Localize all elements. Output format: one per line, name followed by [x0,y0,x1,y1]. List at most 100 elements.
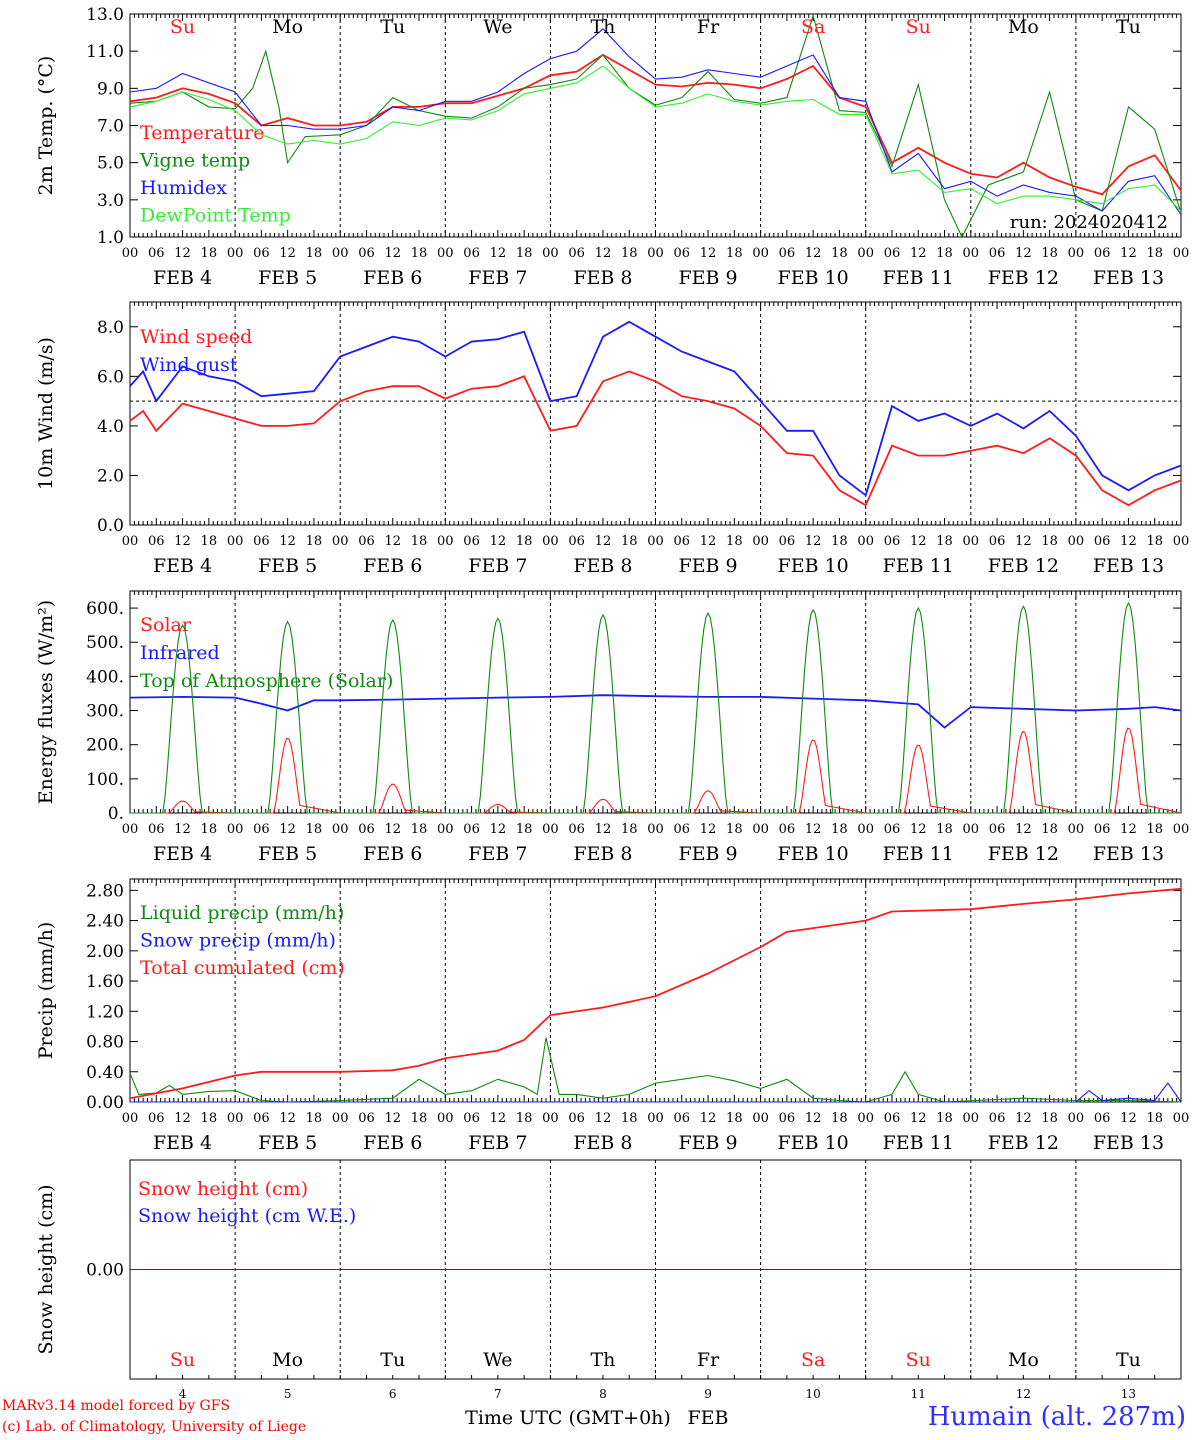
day-number: 5 [284,1387,292,1401]
day-name: We [483,1349,512,1371]
hour-tick-label: 00 [227,534,244,549]
y-tick-label: 0.80 [86,1033,124,1053]
legend-entry: Snow precip (mm/h) [140,930,336,952]
panel-frame [129,301,1182,526]
hour-tick-label: 18 [726,822,743,837]
y-axis-label: 10m Wind (m/s) [35,337,57,490]
hour-tick-label: 18 [621,246,638,261]
day-name: Tu [1116,1349,1141,1371]
legend-entry: Vigne temp [139,150,250,172]
hour-tick-label: 06 [568,246,585,261]
chart-panel-2: 0.0 2.0 4.0 6.0 8.0 10m Wind (m/s) Wind speed W… [35,301,1190,577]
hour-tick-label: 06 [253,1111,270,1126]
date-label: FEB 12 [988,1132,1059,1154]
hour-tick-label: 06 [674,246,691,261]
hour-tick-label: 18 [411,822,428,837]
date-label: FEB 11 [883,555,954,577]
day-name: Sa [801,16,825,38]
hour-tick-label: 12 [700,246,717,261]
hour-tick-label: 00 [1173,534,1190,549]
hour-tick-label: 12 [910,246,927,261]
hour-tick-label: 18 [831,534,848,549]
hour-tick-label: 12 [805,246,822,261]
day-number: 4 [179,1387,187,1401]
series-line [129,53,1182,196]
y-tick-label: 13.0 [86,5,124,25]
hour-tick-label: 18 [516,534,533,549]
y-tick-label: 500. [86,633,124,653]
station-title: Humain (alt. 287m) [927,1402,1186,1432]
date-label: FEB 6 [363,555,422,577]
hour-tick-label: 06 [148,246,165,261]
series-line [130,727,1182,814]
hour-tick-label: 18 [1146,534,1163,549]
day-name: Mo [272,1349,303,1371]
y-tick-label: 600. [86,599,124,619]
day-name: Tu [1116,16,1141,38]
hour-tick-label: 12 [805,1111,822,1126]
hour-tick-label: 00 [752,534,769,549]
hour-tick-label: 12 [595,1111,612,1126]
hour-tick-label: 12 [910,822,927,837]
hour-tick-label: 00 [122,246,139,261]
hour-tick-label: 00 [857,534,874,549]
x-axis-month: FEB [687,1407,728,1429]
y-tick-label: 9.0 [97,79,124,99]
legend-entry: Temperature [140,122,264,144]
day-name: Su [170,1349,195,1371]
hour-tick-label: 12 [1120,1111,1137,1126]
hour-tick-label: 06 [674,534,691,549]
date-label: FEB 8 [573,555,632,577]
hour-tick-label: 18 [1041,822,1058,837]
legend-entry: Humidex [140,177,227,199]
hour-tick-label: 00 [647,246,664,261]
date-label: FEB 9 [678,1132,737,1154]
y-axis-label: Snow height (cm) [35,1184,57,1354]
day-name: Su [906,1349,931,1371]
hour-tick-label: 18 [1146,822,1163,837]
hour-tick-label: 06 [779,246,796,261]
date-label: FEB 7 [468,1132,527,1154]
hour-tick-label: 18 [411,246,428,261]
hour-tick-label: 12 [595,534,612,549]
series-line [129,1037,1182,1103]
hour-tick-label: 00 [647,822,664,837]
date-label: FEB 8 [573,843,632,865]
hour-tick-label: 12 [490,1111,507,1126]
run-label: run: 2024020412 [1010,212,1168,233]
y-tick-label: 2.80 [86,881,124,901]
legend-entry: Liquid precip (mm/h) [140,902,344,924]
hour-tick-label: 18 [306,822,323,837]
series-line [129,320,1182,497]
y-tick-label: 1.0 [97,228,124,248]
day-number: 10 [806,1387,821,1401]
hour-tick-label: 00 [437,246,454,261]
hour-tick-label: 18 [1041,534,1058,549]
date-label: FEB 10 [778,555,849,577]
hour-tick-label: 06 [463,1111,480,1126]
y-tick-label: 7.0 [97,117,124,137]
hour-tick-label: 12 [1120,534,1137,549]
date-label: FEB 10 [778,267,849,289]
hour-tick-label: 00 [1173,1111,1190,1126]
date-label: FEB 6 [363,843,422,865]
date-label: FEB 13 [1093,555,1164,577]
y-tick-label: 0. [108,804,124,824]
hour-tick-label: 06 [989,822,1006,837]
day-name: Tu [380,16,405,38]
hour-tick-label: 12 [384,534,401,549]
hour-tick-label: 06 [779,1111,796,1126]
hour-tick-label: 18 [516,822,533,837]
hour-tick-label: 06 [358,246,375,261]
day-number: 7 [494,1387,502,1401]
hour-tick-label: 00 [1173,822,1190,837]
hour-tick-label: 18 [306,534,323,549]
series-line [129,887,1182,1100]
hour-tick-label: 00 [122,1111,139,1126]
day-number: 13 [1121,1387,1136,1401]
hour-tick-label: 06 [989,534,1006,549]
day-number: 12 [1016,1387,1031,1401]
day-number: 8 [599,1387,607,1401]
hour-tick-label: 06 [568,534,585,549]
